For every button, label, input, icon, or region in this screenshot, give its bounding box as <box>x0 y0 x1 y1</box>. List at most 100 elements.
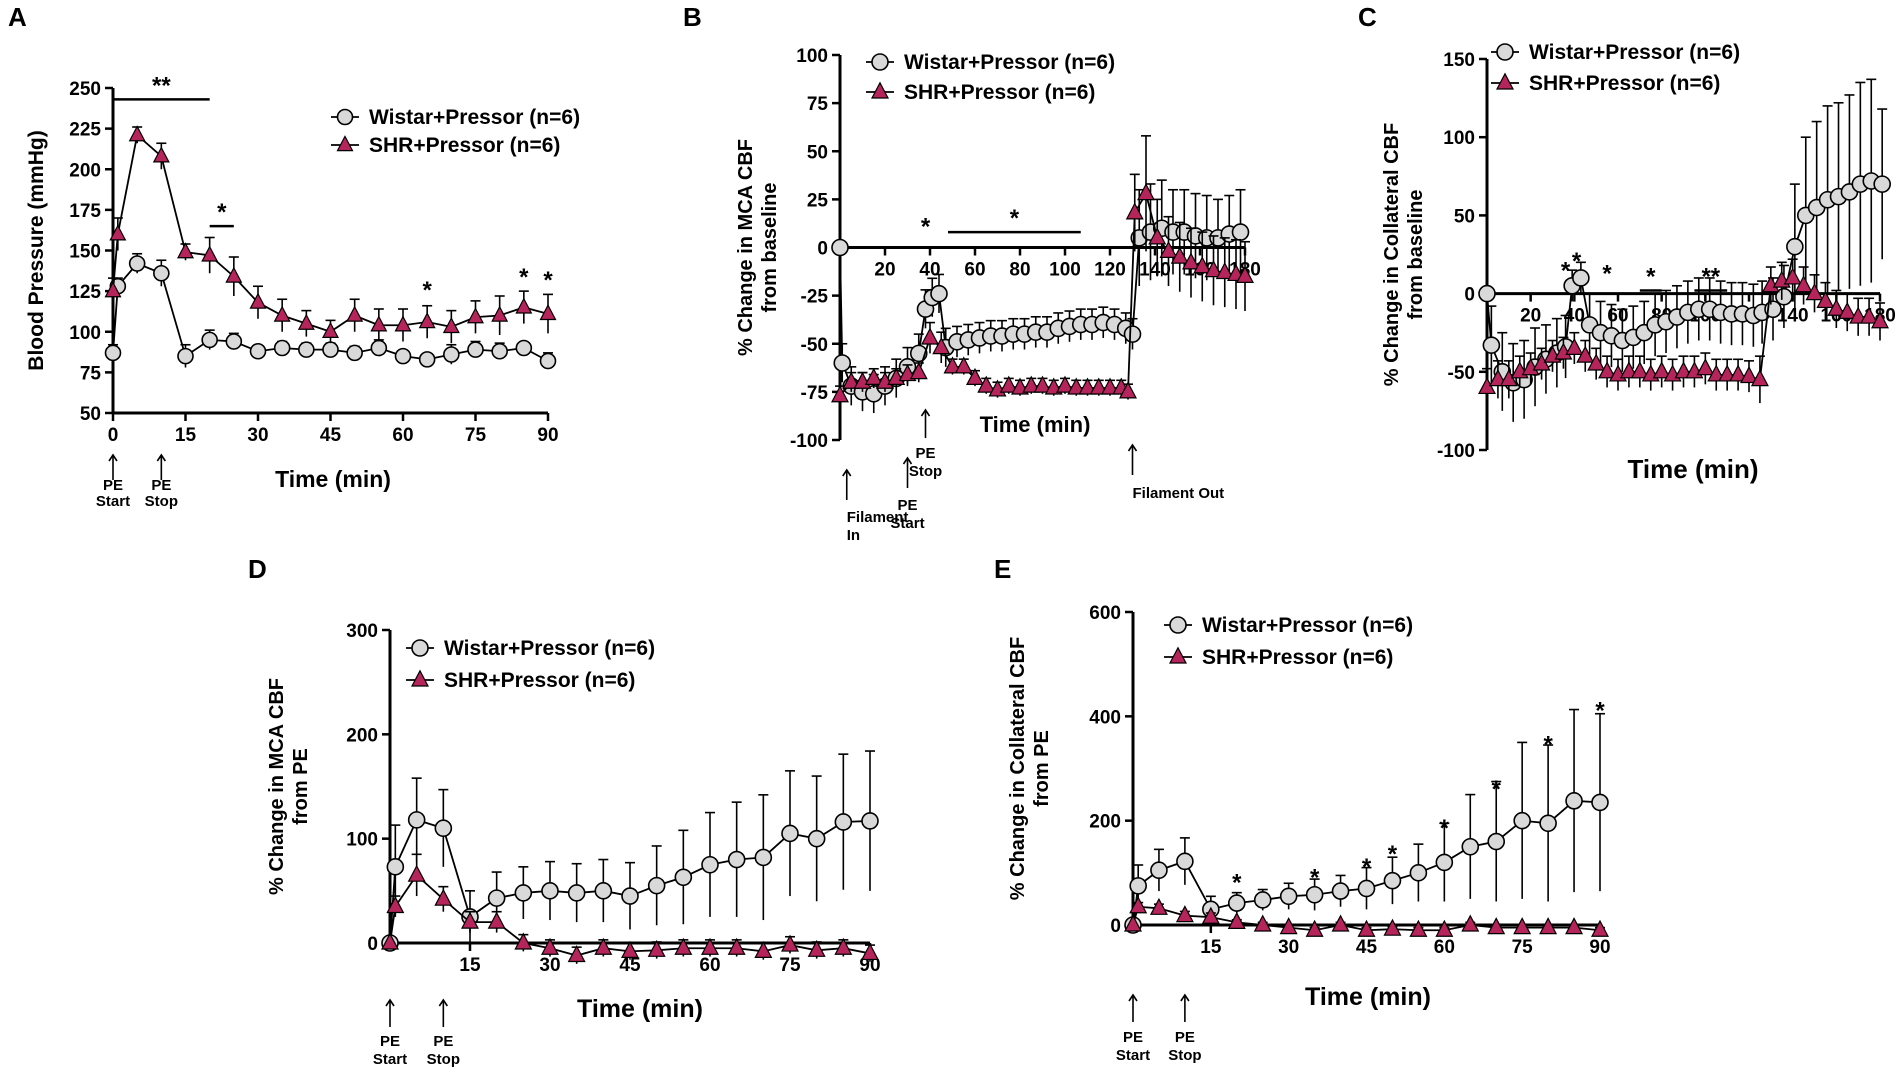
data-point-circle <box>487 889 506 907</box>
panel-letter: B <box>683 2 702 32</box>
data-point-triangle <box>943 356 962 374</box>
data-point-circle <box>201 331 218 349</box>
up-arrow-icon <box>1128 993 1138 1002</box>
y-tick-label: 100 <box>1443 128 1475 149</box>
legend-triangle-icon <box>411 669 429 687</box>
significance-star: * <box>543 267 553 294</box>
data-point-circle <box>1591 793 1609 812</box>
x-tick-label: 90 <box>859 955 880 976</box>
legend-entry: Wistar+Pressor (n=6) <box>866 51 1115 74</box>
data-point-circle <box>443 346 460 363</box>
legend-entry: SHR+Pressor (n=6) <box>866 81 1095 104</box>
data-point-triangle <box>1488 369 1507 387</box>
significance-star: * <box>1388 841 1398 868</box>
data-point-triangle <box>442 316 460 334</box>
data-point-triangle <box>727 937 746 955</box>
y-tick-label: 0 <box>1464 285 1475 306</box>
x-axis-title: Time (min) <box>577 995 703 1023</box>
data-point-triangle <box>1125 202 1144 220</box>
event-marker: Filament In <box>842 468 908 544</box>
data-point-circle <box>514 884 533 902</box>
up-arrow-icon <box>902 456 913 465</box>
data-point-circle <box>834 813 853 831</box>
data-point-circle <box>781 824 799 843</box>
series-shr <box>381 853 879 964</box>
event-marker: PE Start <box>373 998 407 1068</box>
data-point-triangle <box>701 937 719 955</box>
data-point-circle <box>1150 861 1168 880</box>
event-marker: Filament Out <box>1127 443 1224 502</box>
marker-label: PE Start <box>373 1033 407 1068</box>
data-point-circle <box>515 339 533 357</box>
y-axis-title: % Change in MCA CBF from baseline <box>735 139 781 356</box>
data-point-circle <box>491 342 508 360</box>
data-point-circle <box>346 344 363 362</box>
data-point-triangle <box>1794 275 1813 293</box>
x-tick-label: 15 <box>459 955 481 976</box>
data-point-triangle <box>999 375 1018 393</box>
data-point-circle <box>1227 894 1246 912</box>
data-point-triangle <box>487 911 506 929</box>
data-point-triangle <box>461 911 479 929</box>
data-point-triangle <box>1357 919 1376 937</box>
x-tick-label: 120 <box>1094 260 1126 281</box>
data-point-circle <box>249 342 267 360</box>
significance-star: * <box>1561 258 1571 285</box>
y-tick-label: 250 <box>69 79 101 100</box>
data-point-circle <box>647 876 666 895</box>
series-shr <box>1478 258 1889 407</box>
x-axis-title: Time (min) <box>1628 454 1759 484</box>
data-point-triangle <box>1849 306 1868 324</box>
data-point-circle <box>153 264 170 282</box>
legend-entry: SHR+Pressor (n=6) <box>1164 646 1393 669</box>
data-point-circle <box>541 882 559 900</box>
data-point-circle <box>807 829 826 848</box>
data-point-triangle <box>921 327 939 345</box>
up-arrow-icon <box>108 453 118 462</box>
data-point-triangle <box>909 362 928 380</box>
significance-star: * <box>1602 261 1612 288</box>
event-marker: PE Stop <box>909 408 942 480</box>
data-point-circle <box>1461 837 1480 856</box>
data-point-circle <box>177 347 194 365</box>
data-point-triangle <box>273 305 291 322</box>
data-point-triangle <box>1565 337 1584 355</box>
marker-label: PE Start <box>1116 1029 1150 1064</box>
series-line <box>112 133 549 333</box>
data-point-circle <box>1513 811 1531 830</box>
y-tick-label: 100 <box>346 830 378 851</box>
legend-entry: Wistar+Pressor (n=6) <box>406 637 655 660</box>
y-tick-label: -100 <box>1437 441 1475 462</box>
y-tick-label: 125 <box>69 282 101 303</box>
legend-entry: SHR+Pressor (n=6) <box>1491 72 1720 95</box>
legend-label: Wistar+Pressor (n=6) <box>369 106 580 129</box>
data-point-triangle <box>1182 252 1200 270</box>
y-tick-label: 150 <box>1443 50 1475 71</box>
data-point-triangle <box>1056 375 1074 393</box>
series-shr <box>1124 896 1609 937</box>
y-tick-label: -50 <box>1448 363 1475 384</box>
x-tick-label: 90 <box>1589 937 1610 958</box>
x-tick-label: 60 <box>1434 937 1455 958</box>
data-point-circle <box>418 351 436 368</box>
data-point-triangle <box>1805 283 1824 301</box>
legend-circle-icon <box>1496 43 1514 61</box>
data-point-circle <box>386 858 405 876</box>
x-tick-label: 60 <box>1607 306 1628 327</box>
data-point-triangle <box>977 375 996 393</box>
data-point-triangle <box>128 125 146 142</box>
data-point-triangle <box>1078 377 1097 395</box>
data-point-triangle <box>1124 914 1142 932</box>
data-point-triangle <box>1707 364 1726 382</box>
data-point-triangle <box>966 367 984 385</box>
data-point-triangle <box>370 315 388 332</box>
data-point-triangle <box>1750 369 1769 387</box>
data-point-triangle <box>932 337 951 355</box>
data-point-circle <box>298 341 315 358</box>
data-point-triangle <box>491 305 509 322</box>
panel-letter: E <box>994 554 1011 584</box>
y-tick-label: 200 <box>346 725 378 746</box>
x-axis-title: Time (min) <box>275 466 391 492</box>
data-point-circle <box>370 339 388 357</box>
